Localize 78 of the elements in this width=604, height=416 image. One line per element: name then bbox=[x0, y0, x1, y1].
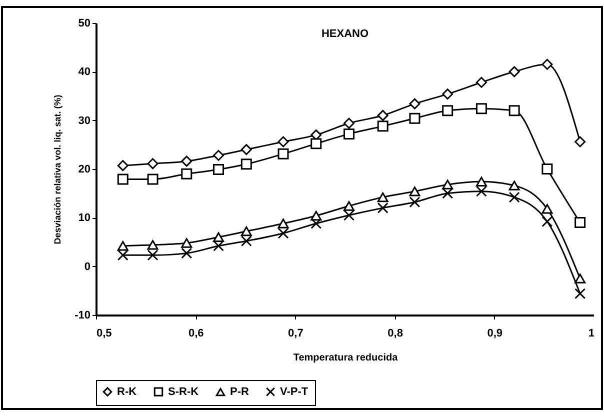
x-tick-label: 0,6 bbox=[188, 328, 204, 340]
point bbox=[213, 150, 224, 161]
point bbox=[542, 58, 553, 70]
point bbox=[409, 112, 420, 124]
point bbox=[181, 168, 192, 180]
point bbox=[310, 210, 322, 221]
point bbox=[240, 158, 252, 170]
point bbox=[476, 186, 487, 197]
point bbox=[377, 120, 388, 132]
y-tick-label: -10 bbox=[74, 310, 90, 322]
point bbox=[117, 160, 128, 172]
point bbox=[574, 136, 586, 148]
x-tick-label: 1 bbox=[588, 328, 594, 340]
point bbox=[240, 236, 252, 247]
point bbox=[343, 201, 354, 211]
point bbox=[310, 218, 322, 229]
point bbox=[147, 174, 158, 185]
point bbox=[542, 164, 553, 174]
point bbox=[147, 250, 158, 261]
point bbox=[377, 192, 388, 202]
point bbox=[310, 138, 322, 150]
point bbox=[476, 103, 487, 114]
legend-label: R-K bbox=[117, 386, 137, 398]
x-tick-label: 0,9 bbox=[487, 328, 503, 340]
point bbox=[117, 174, 128, 185]
point bbox=[278, 218, 289, 228]
y-tick-label: 30 bbox=[78, 114, 90, 127]
point bbox=[409, 196, 420, 208]
point bbox=[542, 216, 553, 228]
y-tick-label: 10 bbox=[78, 212, 90, 224]
point bbox=[377, 202, 388, 214]
x-tick-label: 0,7 bbox=[288, 328, 304, 340]
point bbox=[343, 118, 354, 129]
x-tick-label: 0,8 bbox=[388, 328, 403, 340]
y-tick-label: 40 bbox=[78, 66, 90, 78]
point bbox=[442, 105, 454, 116]
point bbox=[574, 217, 586, 228]
point bbox=[508, 66, 520, 78]
y-tick-label: 50 bbox=[78, 18, 90, 30]
point bbox=[343, 210, 354, 221]
point bbox=[117, 241, 128, 251]
chart-title: HEXANO bbox=[321, 28, 369, 40]
y-tick-label: 0 bbox=[84, 260, 90, 273]
point bbox=[476, 76, 487, 88]
point bbox=[181, 156, 192, 167]
point bbox=[240, 226, 252, 236]
y-axis-title: Desviación relativa vol. liq. sat. (%) bbox=[52, 94, 63, 244]
point bbox=[117, 250, 128, 261]
point bbox=[278, 136, 289, 148]
x-axis-title: Temperatura reducida bbox=[293, 352, 398, 364]
point bbox=[147, 240, 158, 250]
legend-label: V-P-T bbox=[280, 386, 308, 398]
point bbox=[181, 248, 192, 259]
point bbox=[442, 88, 454, 100]
point bbox=[147, 158, 158, 170]
point bbox=[476, 176, 487, 187]
point bbox=[508, 180, 520, 190]
legend-label: P-R bbox=[230, 386, 249, 398]
point bbox=[409, 98, 420, 110]
point bbox=[508, 105, 520, 116]
point bbox=[442, 188, 454, 199]
point bbox=[278, 228, 289, 239]
x-tick-label: 0,5 bbox=[96, 328, 112, 340]
point bbox=[377, 110, 388, 121]
point bbox=[508, 192, 520, 203]
point bbox=[213, 232, 224, 242]
point bbox=[574, 274, 586, 284]
point bbox=[574, 288, 586, 300]
point bbox=[442, 180, 454, 190]
point bbox=[542, 204, 553, 214]
point bbox=[213, 164, 224, 175]
point bbox=[240, 144, 252, 156]
point bbox=[409, 186, 420, 196]
point bbox=[343, 128, 354, 140]
point bbox=[278, 148, 289, 160]
legend-label: S-R-K bbox=[168, 386, 199, 398]
y-tick-label: 20 bbox=[78, 164, 90, 176]
point bbox=[181, 238, 192, 248]
